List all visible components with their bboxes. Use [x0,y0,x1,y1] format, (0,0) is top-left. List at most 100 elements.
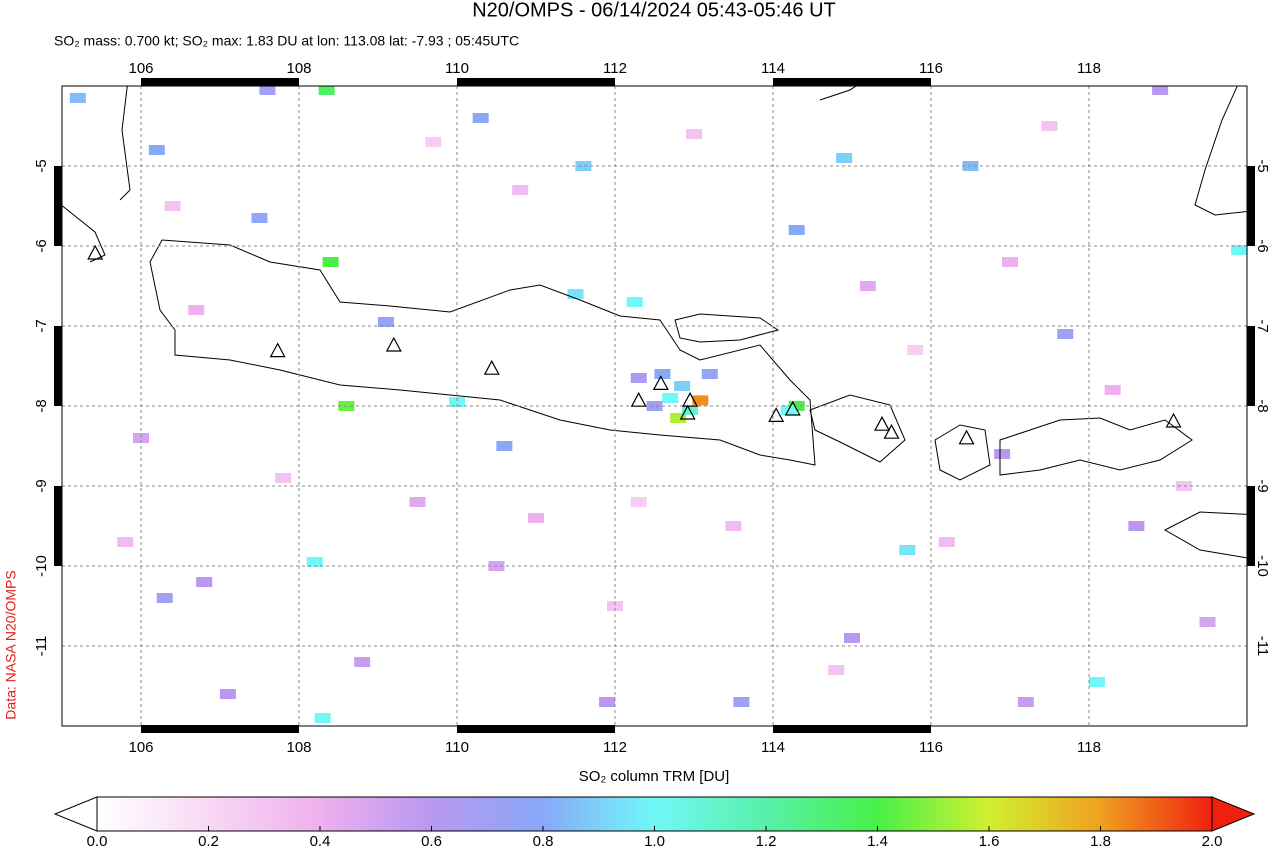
x-tick-label: 106 [128,739,153,756]
so2-cell [1041,121,1058,131]
volcano [483,359,500,375]
so2-cell [674,381,691,391]
so2-cell [836,153,853,163]
so2-cell [472,113,489,123]
so2-cell [1057,329,1074,339]
colorbar-tick-label: 0.4 [310,833,331,850]
so2-cell [306,557,323,567]
y-tick-label: -7 [33,319,50,332]
x-tick-label: 116 [919,60,943,77]
volcano [630,391,647,407]
colorbar-tick-label: 0.8 [533,833,554,850]
so2-cell [626,297,643,307]
so2-cell [1231,245,1247,255]
x-tick-label: 108 [286,739,311,756]
so2-cell [275,473,292,483]
y-tick-label: -11 [33,636,50,657]
y-tick-label: -8 [1254,399,1271,412]
volcano [874,415,891,431]
frame-band [1247,326,1255,406]
so2-cell [733,697,750,707]
colorbar-tick-label: 2.0 [1202,833,1223,850]
y-tick-label: -10 [1254,555,1271,577]
y-tick-label: -11 [1254,636,1271,657]
coastline [1194,86,1247,216]
so2-cell [148,145,165,155]
so2-cell [449,397,465,407]
so2-cell [630,373,647,383]
so2-cell [156,593,173,603]
so2-cell [133,433,149,443]
volcano [385,336,402,352]
colorbar-label: SO₂ column TRM [DU] [579,768,730,785]
x-tick-label: 106 [128,60,153,77]
so2-cell [219,689,236,699]
coastline [149,239,816,466]
y-tick-label: -5 [1254,159,1271,172]
map-frame [61,85,1248,727]
volcano [682,391,699,407]
coastline [674,313,780,343]
chart-title: N20/OMPS - 06/14/2024 05:43-05:46 UT [472,0,836,21]
coastline [809,394,906,463]
so2-cell [607,601,623,611]
so2-cell [844,633,860,643]
x-tick-label: 112 [603,739,627,756]
volcano [883,423,900,439]
so2-cell [164,201,181,211]
so2-cell [630,497,647,507]
so2-cell [528,513,544,523]
colorbar-over [1211,796,1256,832]
so2-cell [575,161,592,171]
so2-cell [686,129,702,139]
frame-band [1247,166,1255,246]
source: Data: NASA N20/OMPS [3,570,19,719]
so2-cell [1017,697,1034,707]
so2-cell [496,441,513,451]
so2-cell [654,369,671,379]
y-tick-label: -8 [33,399,50,412]
y-tick-label: -7 [1254,319,1271,332]
volcano [784,400,801,416]
coastline [819,86,857,101]
x-tick-label: 110 [445,60,469,77]
so2-cell [567,289,584,299]
y-tick-label: -9 [33,479,50,492]
volcano [958,429,975,445]
so2-cell [859,281,876,291]
overlay [54,78,1255,733]
y-tick-label: -6 [1254,239,1271,252]
colorbar-tick-label: 0.6 [421,833,442,850]
so2-cell [1175,481,1192,491]
frame-band [1247,486,1255,566]
so2-cell [788,225,805,235]
volcano [652,375,669,390]
so2-cell [599,697,616,707]
colorbar [96,796,1213,832]
x-tick-label: 110 [445,739,469,756]
coastline [999,417,1193,476]
colorbar-under [53,796,98,832]
coastlines [62,86,1247,559]
so2-cell [69,93,86,103]
so2-cell [1152,86,1169,95]
x-tick-label: 114 [761,739,785,756]
x-tick-label: 116 [919,739,943,756]
subtitle: SO₂ mass: 0.700 kt; SO₂ max: 1.83 DU at … [54,33,519,49]
frame-band [773,725,931,733]
y-tick-label: -10 [33,555,50,577]
x-tick-label: 108 [286,60,311,77]
colorbar-tick-label: 1.6 [979,833,1000,850]
volcano [768,407,785,422]
so2-cell [662,393,679,403]
volcano [87,244,104,260]
so2-cell [1199,617,1216,627]
so2-cell [1104,385,1121,395]
frame-band [54,166,62,246]
so2-cell [670,413,687,423]
frame-band [773,78,931,86]
so2-cell [701,369,718,379]
frame-band [54,486,62,566]
x-tick-label: 114 [761,60,785,77]
